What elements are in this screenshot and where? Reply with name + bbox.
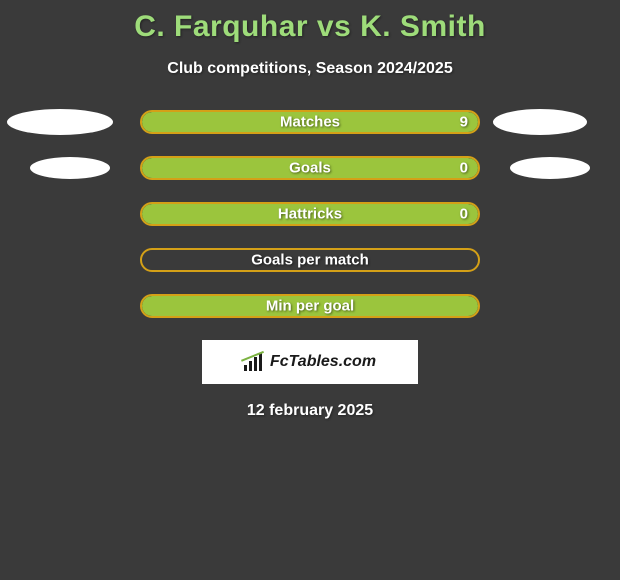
- stat-bar: Matches 9: [140, 110, 480, 134]
- subtitle: Club competitions, Season 2024/2025: [0, 60, 620, 78]
- left-value-ellipse: [30, 157, 110, 179]
- page-title: C. Farquhar vs K. Smith: [0, 0, 620, 44]
- left-value-ellipse: [7, 109, 113, 135]
- stat-row: Hattricks 0: [0, 202, 620, 226]
- right-value-ellipse: [493, 109, 587, 135]
- stat-label: Hattricks: [278, 206, 342, 223]
- stat-bar: Hattricks 0: [140, 202, 480, 226]
- stat-row: Matches 9: [0, 110, 620, 134]
- stat-value-right: 0: [460, 206, 468, 223]
- stat-value-right: 0: [460, 160, 468, 177]
- stat-row: Min per goal: [0, 294, 620, 318]
- stat-bar: Min per goal: [140, 294, 480, 318]
- right-value-ellipse: [510, 157, 590, 179]
- stat-label: Matches: [280, 114, 340, 131]
- stat-bar: Goals per match: [140, 248, 480, 272]
- stat-label: Goals: [289, 160, 331, 177]
- stat-row: Goals 0: [0, 156, 620, 180]
- stat-rows: Matches 9 Goals 0 Hattricks 0 Goals per match M…: [0, 110, 620, 318]
- stat-label: Goals per match: [251, 252, 369, 269]
- bar-chart-icon: [244, 353, 264, 371]
- date-label: 12 february 2025: [0, 402, 620, 420]
- stat-row: Goals per match: [0, 248, 620, 272]
- logo-text: FcTables.com: [270, 353, 376, 371]
- logo-box: FcTables.com: [202, 340, 418, 384]
- stat-value-right: 9: [460, 114, 468, 131]
- stat-label: Min per goal: [266, 298, 354, 315]
- stat-bar: Goals 0: [140, 156, 480, 180]
